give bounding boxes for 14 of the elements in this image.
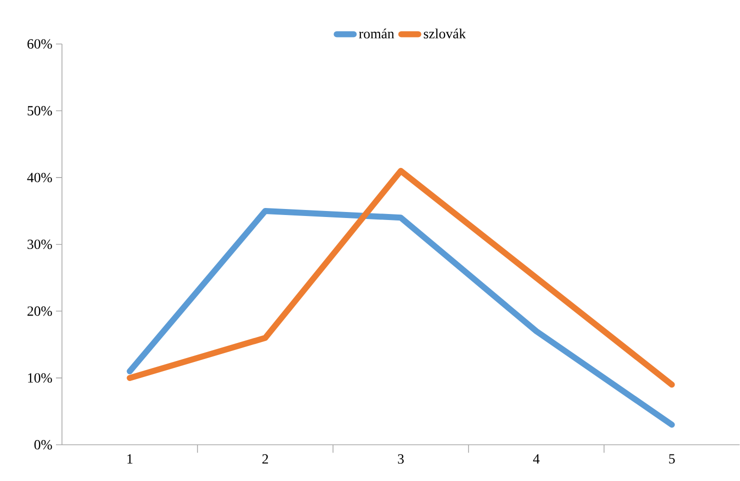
legend-label: szlovák bbox=[424, 28, 466, 39]
x-tick-label: 3 bbox=[398, 454, 404, 464]
y-tick-label: 0% bbox=[34, 440, 52, 450]
y-tick-label: 30% bbox=[28, 240, 52, 250]
y-tick-label: 10% bbox=[28, 373, 52, 383]
x-tick-label: 2 bbox=[262, 454, 268, 464]
x-tick-label: 1 bbox=[127, 454, 132, 464]
y-tick-label: 50% bbox=[28, 106, 52, 116]
x-tick-label: 4 bbox=[533, 454, 540, 464]
legend-label: román bbox=[358, 28, 394, 39]
y-tick-label: 20% bbox=[28, 306, 52, 316]
y-tick-label: 60% bbox=[27, 39, 52, 49]
x-tick-label: 5 bbox=[669, 454, 675, 464]
y-tick-label: 40% bbox=[27, 172, 52, 182]
